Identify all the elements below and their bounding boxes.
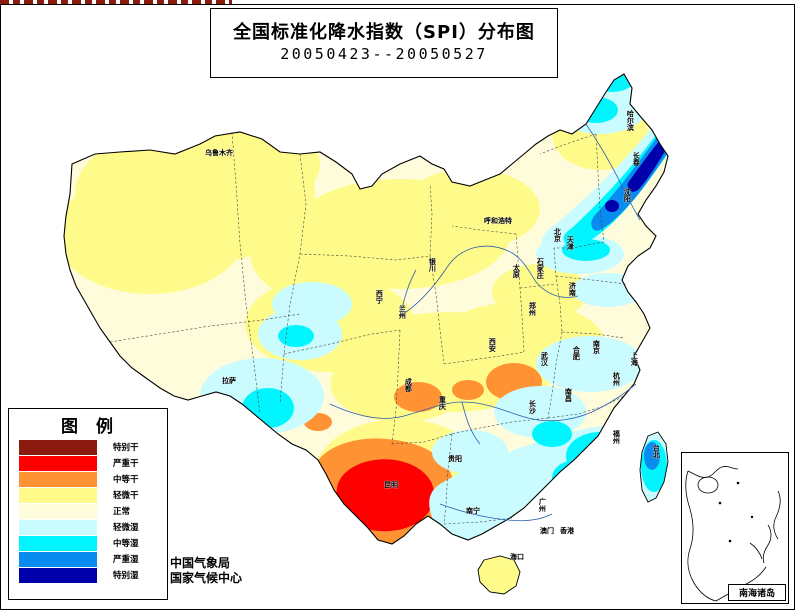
city-label: 西宁 (375, 290, 384, 304)
city-label: 南京 (592, 340, 601, 354)
frame-top-rule (0, 4, 795, 5)
city-label: 哈尔滨 (626, 110, 635, 131)
legend-swatch (19, 455, 97, 471)
legend-row: 轻微干 (9, 487, 167, 503)
date-range: 20050423--20050527 (280, 45, 488, 64)
legend-swatch (19, 535, 97, 551)
legend-swatch (19, 503, 97, 519)
city-label: 澳门 (540, 527, 554, 535)
city-label: 成都 (404, 378, 413, 392)
city-label: 太原 (512, 264, 521, 278)
city-label: 银川 (428, 258, 437, 272)
legend-row: 正常 (9, 503, 167, 519)
city-label: 石家庄 (536, 258, 545, 279)
city-label: 昆明 (384, 481, 398, 489)
city-label: 武汉 (540, 352, 549, 366)
legend-rows: 特别干严重干中等干轻微干正常轻微湿中等湿严重湿特别湿 (9, 439, 167, 583)
map-title-box: 全国标准化降水指数（SPI）分布图 20050423--20050527 (210, 8, 558, 78)
city-label: 台北 (652, 444, 661, 458)
city-label: 杭州 (612, 372, 621, 386)
city-label: 拉萨 (222, 377, 236, 385)
legend-swatch (19, 439, 97, 455)
legend-row: 特别湿 (9, 567, 167, 583)
inset-coastline (685, 466, 781, 602)
page-title: 全国标准化降水指数（SPI）分布图 (233, 21, 535, 43)
attribution: 中国气象局 国家气候中心 (170, 556, 242, 586)
city-label: 南昌 (564, 388, 573, 402)
spi-choropleth-map (63, 73, 669, 595)
legend-label: 轻微湿 (113, 523, 139, 533)
attribution-line-2: 国家气候中心 (170, 571, 243, 585)
top-edge-artifact (0, 0, 232, 4)
legend-row: 严重干 (9, 455, 167, 471)
city-label: 呼和浩特 (484, 217, 512, 225)
legend-row: 中等湿 (9, 535, 167, 551)
legend-row: 严重湿 (9, 551, 167, 567)
city-label: 乌鲁木齐 (205, 149, 233, 157)
legend-label: 中等湿 (113, 539, 139, 549)
city-label: 北京 (553, 228, 562, 242)
city-label: 郑州 (528, 302, 537, 316)
city-label: 香港 (560, 527, 574, 535)
legend-row: 轻微湿 (9, 519, 167, 535)
legend-swatch (19, 487, 97, 503)
legend-row: 中等干 (9, 471, 167, 487)
city-label: 广州 (538, 498, 547, 512)
attribution-line-1: 中国气象局 (170, 556, 231, 570)
legend-swatch (19, 471, 97, 487)
city-label: 沈阳 (623, 188, 632, 202)
city-label: 长春 (632, 152, 641, 166)
south-china-sea-inset: 南海诸岛 (681, 452, 789, 604)
frame-left-rule (0, 4, 1, 610)
city-label: 重庆 (438, 396, 447, 410)
city-label: 西安 (488, 338, 497, 352)
legend-label: 特别湿 (113, 571, 139, 581)
legend-label: 中等干 (113, 475, 139, 485)
inset-label: 南海诸岛 (728, 584, 786, 601)
legend-label: 特别干 (113, 443, 139, 453)
city-label: 海口 (510, 553, 524, 561)
legend-box: 图例 特别干严重干中等干轻微干正常轻微湿中等湿严重湿特别湿 (8, 408, 168, 600)
city-label: 兰州 (398, 305, 407, 319)
legend-label: 严重干 (113, 459, 139, 469)
legend-label: 轻微干 (113, 491, 139, 501)
city-label: 福州 (612, 430, 621, 444)
city-label: 天津 (566, 236, 575, 250)
legend-swatch (19, 551, 97, 567)
legend-label: 正常 (113, 507, 131, 517)
city-label: 长沙 (528, 400, 537, 414)
city-label: 合肥 (572, 346, 581, 360)
city-label: 上海 (630, 352, 639, 366)
legend-label: 严重湿 (113, 555, 139, 565)
city-label: 贵阳 (448, 455, 462, 463)
legend-swatch (19, 519, 97, 535)
legend-swatch (19, 567, 97, 583)
city-label: 南宁 (466, 507, 480, 515)
city-label: 济南 (568, 282, 577, 296)
legend-heading: 图例 (61, 417, 131, 437)
legend-row: 特别干 (9, 439, 167, 455)
